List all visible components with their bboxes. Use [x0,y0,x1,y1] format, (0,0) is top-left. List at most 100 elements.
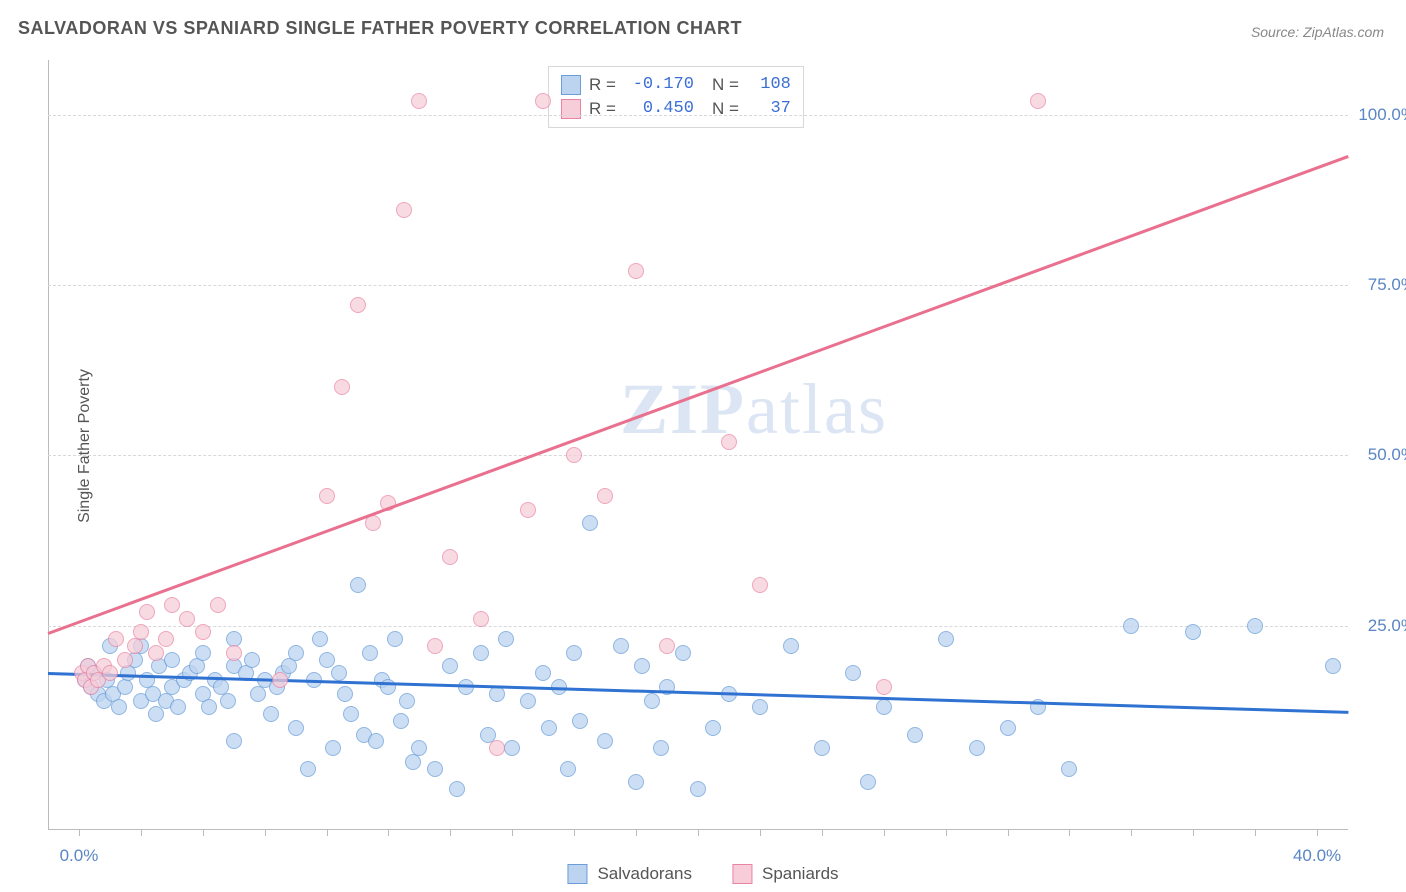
stat-n-label: N = [712,97,739,121]
legend-swatch [567,864,587,884]
data-point [365,515,381,531]
data-point [399,693,415,709]
x-tick-mark [1193,830,1194,836]
x-tick-mark [636,830,637,836]
data-point [393,713,409,729]
stats-legend: R =-0.170N =108R =0.450N =37 [548,66,804,128]
data-point [148,645,164,661]
x-tick-mark [1255,830,1256,836]
x-tick-mark [946,830,947,836]
x-tick-mark [698,830,699,836]
data-point [189,658,205,674]
gridline [48,115,1348,116]
x-tick-mark [822,830,823,836]
stat-n-value: 37 [747,97,791,121]
data-point [938,631,954,647]
data-point [520,502,536,518]
gridline [48,455,1348,456]
x-tick-mark [141,830,142,836]
data-point [560,761,576,777]
data-point [405,754,421,770]
data-point [597,488,613,504]
x-tick-mark [450,830,451,836]
legend-swatch [561,99,581,119]
x-tick-mark [884,830,885,836]
y-tick-label: 50.0% [1368,445,1406,465]
legend-label: Spaniards [762,864,839,884]
data-point [427,761,443,777]
data-point [368,733,384,749]
y-tick-label: 75.0% [1368,275,1406,295]
data-point [566,447,582,463]
data-point [337,686,353,702]
data-point [133,624,149,640]
data-point [705,720,721,736]
data-point [127,638,143,654]
x-tick-label: 0.0% [60,846,99,866]
data-point [449,781,465,797]
data-point [1061,761,1077,777]
data-point [721,434,737,450]
data-point [210,597,226,613]
x-tick-mark [79,830,80,836]
data-point [845,665,861,681]
data-point [1185,624,1201,640]
x-tick-mark [512,830,513,836]
data-point [195,645,211,661]
data-point [343,706,359,722]
x-tick-mark [203,830,204,836]
data-point [108,631,124,647]
data-point [325,740,341,756]
data-point [1030,93,1046,109]
data-point [288,720,304,736]
data-point [442,658,458,674]
data-point [250,686,266,702]
stat-n-value: 108 [747,73,791,97]
data-point [411,93,427,109]
data-point [111,699,127,715]
data-point [582,515,598,531]
data-point [1123,618,1139,634]
data-point [752,699,768,715]
stat-r-label: R = [589,73,616,97]
legend-label: Salvadorans [597,864,692,884]
data-point [427,638,443,654]
data-point [244,652,260,668]
data-point [473,611,489,627]
trend-line [48,672,1348,714]
data-point [350,577,366,593]
data-point [752,577,768,593]
data-point [387,631,403,647]
data-point [876,679,892,695]
x-tick-mark [1008,830,1009,836]
data-point [117,652,133,668]
data-point [411,740,427,756]
source-attribution: Source: ZipAtlas.com [1251,24,1384,40]
data-point [504,740,520,756]
gridline [48,285,1348,286]
legend-swatch [732,864,752,884]
data-point [164,597,180,613]
stats-row: R =-0.170N =108 [561,73,791,97]
x-tick-mark [388,830,389,836]
data-point [102,665,118,681]
data-point [566,645,582,661]
trend-line [48,155,1349,634]
x-tick-mark [760,830,761,836]
data-point [876,699,892,715]
data-point [179,611,195,627]
data-point [628,774,644,790]
data-point [783,638,799,654]
data-point [158,631,174,647]
x-tick-mark [327,830,328,836]
data-point [675,645,691,661]
data-point [498,631,514,647]
plot-area: ZIPatlas R =-0.170N =108R =0.450N =37 25… [48,60,1348,830]
stat-r-value: -0.170 [624,73,694,97]
data-point [1247,618,1263,634]
data-point [659,638,675,654]
x-tick-mark [1131,830,1132,836]
data-point [201,699,217,715]
data-point [164,652,180,668]
data-point [969,740,985,756]
